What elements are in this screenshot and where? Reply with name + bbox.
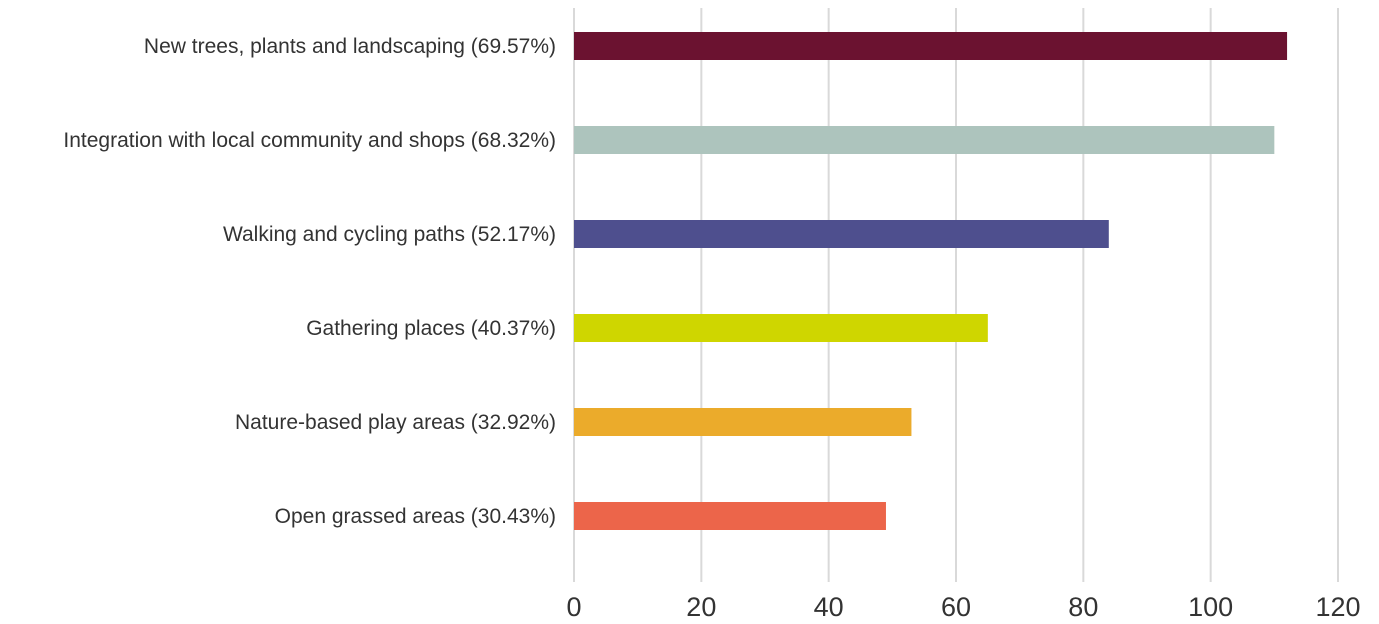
- bar: [574, 314, 988, 342]
- bar: [574, 408, 912, 436]
- category-label: Walking and cycling paths (52.17%): [223, 223, 556, 246]
- category-label: Open grassed areas (30.43%): [275, 505, 556, 528]
- category-labels: New trees, plants and landscaping (69.57…: [63, 35, 556, 528]
- bar: [574, 220, 1109, 248]
- x-tick-label: 20: [686, 592, 716, 622]
- category-label: Gathering places (40.37%): [306, 317, 556, 340]
- x-tick-label: 80: [1068, 592, 1098, 622]
- gridlines: [573, 8, 1339, 582]
- x-tick-label: 0: [566, 592, 581, 622]
- x-tick-label: 60: [941, 592, 971, 622]
- x-tick-label: 40: [814, 592, 844, 622]
- category-label: Integration with local community and sho…: [63, 129, 556, 152]
- category-label: New trees, plants and landscaping (69.57…: [144, 35, 556, 58]
- x-tick-label: 100: [1188, 592, 1233, 622]
- bars: [574, 32, 1288, 530]
- bar: [574, 126, 1275, 154]
- bar: [574, 32, 1288, 60]
- x-axis-tick-labels: 0 20 40 60 80 100 120: [566, 592, 1360, 622]
- x-tick-label: 120: [1315, 592, 1360, 622]
- bar: [574, 502, 886, 530]
- category-label: Nature-based play areas (32.92%): [235, 411, 556, 434]
